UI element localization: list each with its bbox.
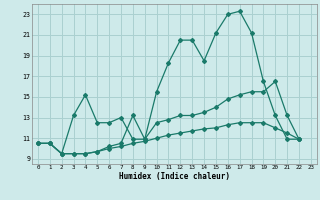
X-axis label: Humidex (Indice chaleur): Humidex (Indice chaleur)	[119, 172, 230, 181]
